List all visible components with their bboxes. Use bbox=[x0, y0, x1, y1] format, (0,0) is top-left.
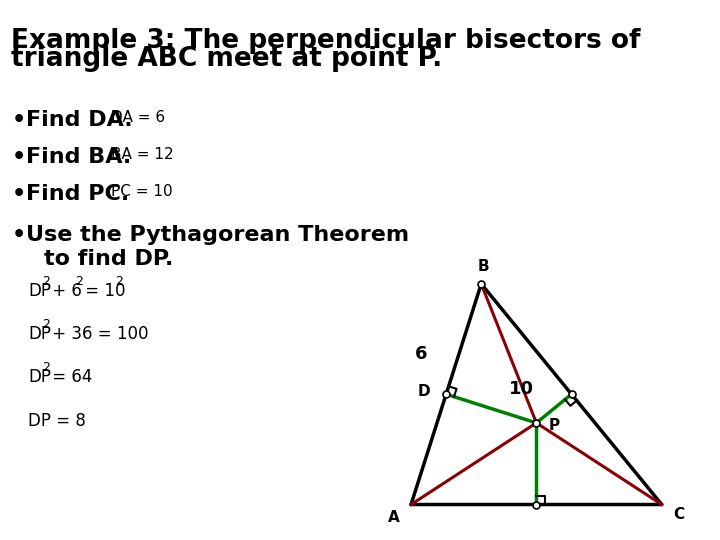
Text: C: C bbox=[674, 507, 685, 522]
Text: P: P bbox=[549, 418, 559, 433]
Text: 2: 2 bbox=[42, 319, 50, 332]
Text: •: • bbox=[12, 110, 26, 130]
Text: DP: DP bbox=[28, 368, 51, 386]
Text: Find DA.: Find DA. bbox=[26, 110, 132, 130]
Text: A: A bbox=[387, 510, 400, 524]
Text: + 36 = 100: + 36 = 100 bbox=[47, 325, 148, 343]
Text: •: • bbox=[12, 147, 26, 167]
Text: D: D bbox=[418, 384, 430, 399]
Text: PC = 10: PC = 10 bbox=[112, 184, 173, 199]
Text: B: B bbox=[478, 259, 490, 274]
Text: 2: 2 bbox=[115, 275, 123, 288]
Text: DP = 8: DP = 8 bbox=[28, 412, 86, 430]
Text: 2: 2 bbox=[42, 361, 50, 374]
Text: = 10: = 10 bbox=[80, 282, 126, 300]
Text: = 64: = 64 bbox=[47, 368, 92, 386]
Text: DP: DP bbox=[28, 325, 51, 343]
Text: 2: 2 bbox=[42, 275, 50, 288]
Text: Find BA.: Find BA. bbox=[26, 147, 131, 167]
Text: Example 3: The perpendicular bisectors of: Example 3: The perpendicular bisectors o… bbox=[11, 28, 640, 54]
Text: DA = 6: DA = 6 bbox=[112, 110, 166, 125]
Text: triangle ABC meet at point P.: triangle ABC meet at point P. bbox=[11, 46, 442, 72]
Text: 2: 2 bbox=[75, 275, 83, 288]
Text: 10: 10 bbox=[509, 380, 534, 397]
Text: + 6: + 6 bbox=[47, 282, 82, 300]
Text: Use the Pythagorean Theorem: Use the Pythagorean Theorem bbox=[26, 225, 409, 245]
Text: BA = 12: BA = 12 bbox=[112, 147, 174, 162]
Text: Find PC.: Find PC. bbox=[26, 184, 130, 204]
Text: •: • bbox=[12, 184, 26, 204]
Text: 6: 6 bbox=[415, 345, 428, 363]
Text: DP: DP bbox=[28, 282, 51, 300]
Text: to find DP.: to find DP. bbox=[44, 249, 174, 269]
Text: •: • bbox=[12, 225, 26, 245]
